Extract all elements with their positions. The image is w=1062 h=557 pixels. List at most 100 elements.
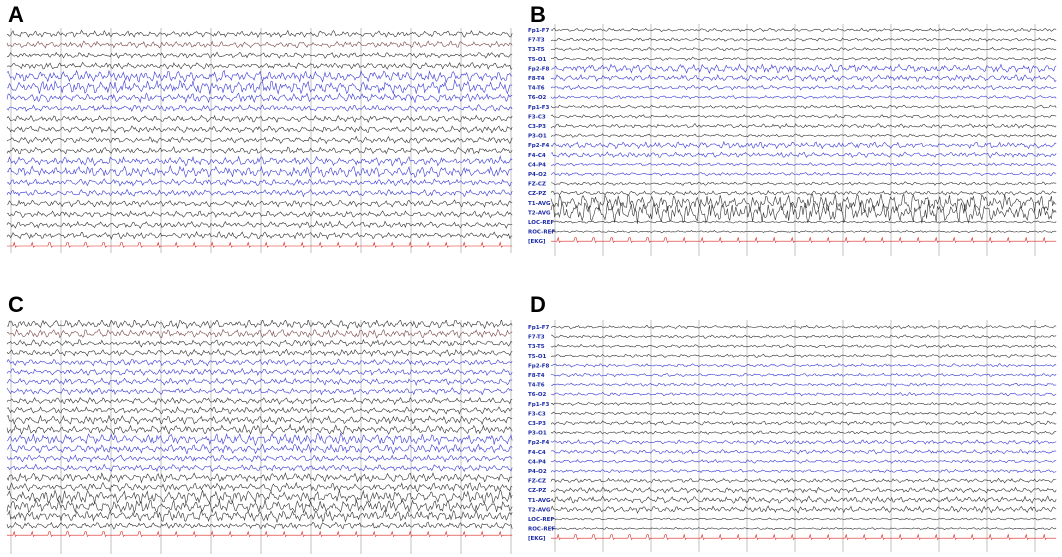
eeg-channel-trace (550, 391, 1057, 397)
eeg-channel-trace (6, 69, 513, 84)
eeg-channel-trace (550, 190, 1057, 197)
channel-label: C3-P3 (528, 124, 546, 130)
channel-label: T3-T5 (528, 47, 545, 53)
channel-label: Fp2-F4 (528, 143, 550, 149)
eeg-channel-trace (6, 210, 513, 219)
eeg-channel-trace (6, 29, 513, 38)
channel-label: Fp1-F3 (528, 105, 550, 111)
eeg-channel-trace (550, 47, 1057, 52)
eeg-channel-trace (6, 61, 513, 70)
eeg-channel-trace (6, 104, 513, 113)
eeg-channel-trace (550, 63, 1057, 74)
channel-label: FZ-CZ (528, 479, 546, 485)
channel-label: T4-T6 (528, 86, 545, 92)
eeg-channel-trace (550, 527, 1057, 531)
eeg-channel-trace (6, 414, 513, 426)
eeg-channel-trace (6, 463, 513, 473)
eeg-channel-trace (550, 430, 1057, 435)
channel-label: T2-AVG (528, 210, 551, 216)
channel-label: Fp1-F7 (528, 28, 550, 34)
eeg-channel-trace (550, 220, 1057, 224)
channel-label: P3-O1 (528, 134, 547, 140)
eeg-channel-trace (550, 334, 1057, 339)
eeg-channel-trace (550, 420, 1057, 426)
eeg-channel-trace (6, 443, 513, 455)
eeg-channel-trace (550, 123, 1057, 129)
eeg-channel-trace (550, 495, 1057, 505)
channel-label: Fp2-F4 (528, 440, 550, 446)
eeg-channel-trace (6, 40, 513, 49)
eeg-channel-trace (550, 517, 1057, 521)
eeg-channel-trace (550, 56, 1057, 61)
eeg-channel-trace (6, 481, 513, 493)
channel-label: Fp1-F3 (528, 402, 550, 408)
eeg-channel-trace (6, 472, 513, 484)
eeg-channel-trace (6, 328, 513, 339)
channel-label: [EKG] (528, 536, 546, 542)
channel-label: FZ-CZ (528, 182, 546, 188)
channel-label: P4-O2 (528, 172, 547, 178)
eeg-channel-trace (550, 459, 1057, 464)
eeg-channel-trace (550, 411, 1057, 416)
channel-label: Fp2-F8 (528, 66, 550, 72)
eeg-panel-b: Fp1-F7 F7-T3 T3-T5 T5-O1 Fp2-F8 F8-T4 T4-T6 T6-… (528, 24, 1057, 256)
eeg-channel-trace (6, 125, 513, 134)
eeg-channel-trace (550, 181, 1057, 186)
eeg-channel-trace (6, 51, 513, 59)
eeg-channel-trace (6, 405, 513, 415)
eeg-channel-trace (550, 353, 1057, 358)
panel-label-a: A (8, 2, 24, 27)
eeg-channel-trace (6, 432, 513, 447)
ekg-trace (551, 533, 1057, 540)
eeg-channel-trace (6, 155, 513, 167)
eeg-channel-trace (550, 468, 1057, 474)
channel-label: T5-O1 (528, 57, 547, 63)
channel-label: LOC-REF (528, 220, 554, 226)
channel-label: F3-C3 (528, 411, 546, 417)
eeg-channel-trace (6, 188, 513, 198)
eeg-panel-a (6, 28, 513, 253)
eeg-channel-trace (6, 320, 513, 330)
eeg-channel-trace (6, 454, 513, 463)
eeg-channel-trace (550, 477, 1057, 484)
channel-label: P4-O2 (528, 469, 547, 475)
channel-label: T6-O2 (528, 95, 547, 101)
channel-label: LOC-REF (528, 517, 554, 523)
eeg-channel-trace (6, 338, 513, 348)
eeg-channel-trace (6, 177, 513, 187)
eeg-channel-trace (6, 231, 513, 240)
eeg-channel-trace (550, 200, 1057, 224)
channel-label: F8-T4 (528, 76, 545, 82)
channel-label: F8-T4 (528, 373, 545, 379)
channel-label: CZ-PZ (528, 488, 546, 494)
eeg-channel-trace (6, 377, 513, 387)
eeg-channel-trace (550, 363, 1057, 368)
ekg-trace (7, 530, 513, 537)
ekg-trace (7, 241, 513, 248)
channel-label: T5-O1 (528, 354, 547, 360)
eeg-channel-trace (550, 151, 1057, 159)
eeg-channel-trace (6, 499, 513, 514)
panel-label-b: B (530, 2, 546, 27)
eeg-channel-trace (6, 387, 513, 396)
eeg-panel-c (6, 320, 513, 554)
channel-label: Fp2-F8 (528, 363, 550, 369)
eeg-channel-trace (550, 74, 1057, 83)
eeg-channel-trace (6, 92, 513, 104)
channel-label: F7-T3 (528, 335, 545, 341)
eeg-channel-trace (6, 521, 513, 530)
eeg-channel-trace (550, 95, 1057, 100)
channel-label: [EKG] (528, 239, 546, 245)
eeg-channel-trace (550, 140, 1057, 150)
channel-label: F4-C4 (528, 153, 546, 159)
eeg-channel-trace (550, 343, 1057, 349)
channel-label: C4-P4 (528, 459, 546, 465)
channel-label: P3-O1 (528, 431, 547, 437)
eeg-channel-trace (6, 358, 513, 367)
eeg-channel-trace (6, 114, 513, 124)
channel-label: ROC-REF (528, 527, 555, 533)
eeg-channel-trace (6, 164, 513, 178)
eeg-channel-trace (6, 135, 513, 145)
eeg-panel-d: Fp1-F7 F7-T3 T3-T5 T5-O1 Fp2-F8 F8-T4 T4-T6 T6-… (528, 320, 1057, 552)
ekg-trace (551, 236, 1057, 243)
